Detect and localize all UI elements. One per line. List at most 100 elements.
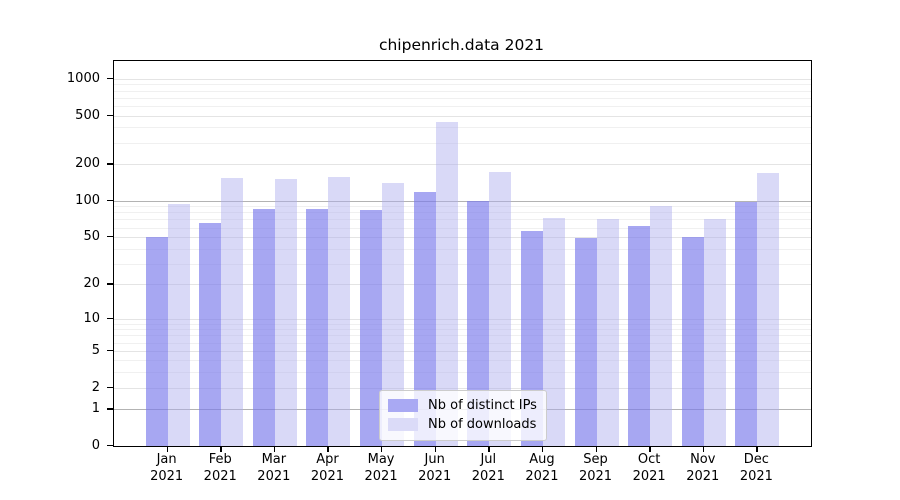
y-tick-mark bbox=[107, 349, 113, 352]
y-tick-mark bbox=[107, 386, 113, 388]
bar-nb-of-distinct-ips-jun bbox=[413, 192, 436, 446]
bar-nb-of-distinct-ips-jul bbox=[467, 201, 490, 446]
bar-nb-of-downloads-apr bbox=[328, 176, 351, 446]
y-tick-label: 1 bbox=[91, 401, 100, 417]
legend-swatch-distinct-ips bbox=[388, 399, 418, 412]
bar-nb-of-downloads-dec bbox=[757, 173, 780, 446]
y-tick-label: 2 bbox=[91, 379, 100, 395]
legend-swatch-downloads bbox=[388, 418, 418, 431]
x-tick-mark bbox=[273, 446, 276, 452]
x-tick-mark bbox=[220, 446, 222, 452]
legend: Nb of distinct IPs Nb of downloads bbox=[379, 390, 547, 441]
x-tick-mark bbox=[434, 446, 437, 452]
y-tick-mark bbox=[107, 408, 113, 410]
legend-label-distinct-ips: Nb of distinct IPs bbox=[428, 398, 537, 413]
gridline-minor bbox=[114, 212, 811, 214]
x-tick-label: Jun 2021 bbox=[418, 452, 452, 484]
bar-nb-of-downloads-nov bbox=[703, 219, 726, 446]
gridline-major bbox=[114, 237, 811, 239]
gridline-minor bbox=[114, 90, 811, 92]
y-tick-mark bbox=[107, 317, 113, 319]
gridline-major bbox=[114, 115, 811, 117]
bar-nb-of-distinct-ips-may bbox=[360, 209, 383, 446]
gridline-minor bbox=[114, 329, 811, 331]
gridline-minor bbox=[114, 219, 811, 221]
bar-nb-of-downloads-jul bbox=[489, 171, 512, 446]
bar-nb-of-distinct-ips-apr bbox=[306, 209, 329, 446]
chart-title: chipenrich.data 2021 bbox=[378, 36, 545, 54]
bar-nb-of-downloads-mar bbox=[274, 178, 297, 446]
x-tick-mark bbox=[595, 446, 597, 452]
gridline-minor bbox=[114, 360, 811, 362]
bar-nb-of-distinct-ips-mar bbox=[252, 208, 275, 446]
x-tick-mark bbox=[381, 446, 383, 452]
gridline-minor bbox=[114, 97, 811, 99]
gridline-minor bbox=[114, 84, 811, 86]
gridline-major bbox=[114, 318, 811, 320]
y-tick-mark bbox=[107, 236, 113, 238]
legend-item-downloads: Nb of downloads bbox=[388, 415, 538, 434]
y-tick-mark bbox=[107, 163, 113, 165]
bar-nb-of-downloads-sep bbox=[596, 218, 619, 446]
gridline-emphasis bbox=[114, 200, 811, 202]
x-tick-mark bbox=[756, 446, 758, 452]
bar-nb-of-distinct-ips-nov bbox=[681, 237, 704, 446]
x-tick-label: Jul 2021 bbox=[471, 452, 505, 484]
gridline-minor bbox=[114, 142, 811, 144]
y-tick-label: 100 bbox=[75, 192, 100, 208]
bar-nb-of-distinct-ips-sep bbox=[574, 238, 597, 446]
x-tick-mark bbox=[166, 446, 168, 452]
y-tick-label: 10 bbox=[83, 310, 100, 326]
y-tick-label: 20 bbox=[83, 276, 100, 292]
x-tick-label: Dec 2021 bbox=[739, 452, 773, 484]
bar-nb-of-downloads-jun bbox=[435, 121, 458, 446]
gridline-major bbox=[114, 78, 811, 80]
bar-nb-of-distinct-ips-jan bbox=[145, 237, 168, 446]
y-tick-mark bbox=[107, 283, 113, 285]
gridline-major bbox=[114, 387, 811, 389]
x-tick-label: May 2021 bbox=[364, 452, 398, 484]
y-tick-label: 50 bbox=[83, 229, 100, 245]
x-tick-mark bbox=[327, 446, 329, 452]
legend-label-downloads: Nb of downloads bbox=[428, 417, 537, 432]
gridline-minor bbox=[114, 227, 811, 229]
x-tick-label: Feb 2021 bbox=[203, 452, 237, 484]
gridline-minor bbox=[114, 342, 811, 344]
bar-nb-of-downloads-jan bbox=[167, 204, 190, 446]
y-tick-label: 0 bbox=[91, 438, 100, 453]
x-tick-mark bbox=[649, 446, 651, 452]
gridline-major bbox=[114, 350, 811, 352]
bar-nb-of-distinct-ips-oct bbox=[628, 225, 651, 446]
x-tick-label: Aug 2021 bbox=[525, 452, 559, 484]
y-tick-label: 500 bbox=[75, 107, 100, 123]
bar-nb-of-downloads-feb bbox=[221, 177, 244, 446]
gridline-minor bbox=[114, 248, 811, 250]
y-tick-label: 200 bbox=[75, 156, 100, 172]
y-tick-label: 5 bbox=[91, 342, 100, 358]
gridline-minor bbox=[114, 127, 811, 129]
bar-nb-of-downloads-aug bbox=[542, 218, 565, 446]
x-tick-mark bbox=[488, 446, 490, 452]
x-tick-label: Nov 2021 bbox=[686, 452, 720, 484]
x-tick-label: Apr 2021 bbox=[310, 452, 344, 484]
y-tick-label: 1000 bbox=[66, 70, 100, 86]
gridline-minor bbox=[114, 323, 811, 325]
y-tick-mark bbox=[107, 199, 113, 202]
gridline-minor bbox=[114, 372, 811, 374]
x-tick-label: Mar 2021 bbox=[257, 452, 291, 484]
x-tick-mark bbox=[702, 446, 705, 452]
gridline-major bbox=[114, 164, 811, 166]
x-tick-mark bbox=[541, 446, 544, 452]
x-tick-label: Jan 2021 bbox=[150, 452, 184, 484]
gridline-major bbox=[114, 284, 811, 286]
y-tick-mark bbox=[107, 77, 113, 80]
x-tick-label: Oct 2021 bbox=[632, 452, 666, 484]
x-tick-label: Sep 2021 bbox=[578, 452, 613, 484]
legend-item-distinct-ips: Nb of distinct IPs bbox=[388, 396, 538, 415]
bar-nb-of-distinct-ips-dec bbox=[735, 202, 758, 446]
gridline-minor bbox=[114, 105, 811, 107]
y-tick-mark bbox=[107, 114, 113, 117]
gridline-minor bbox=[114, 206, 811, 208]
bar-nb-of-downloads-may bbox=[382, 182, 405, 446]
